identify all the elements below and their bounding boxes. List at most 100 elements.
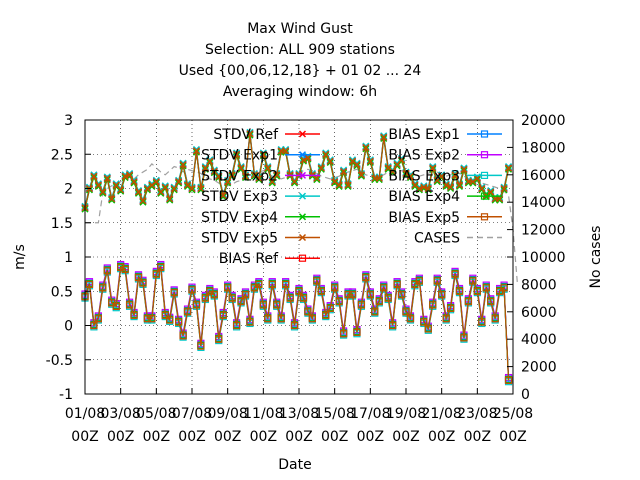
- data-point: [298, 213, 307, 221]
- data-point: [451, 270, 459, 278]
- data-point: [353, 160, 361, 169]
- data-point: [362, 143, 370, 151]
- data-point: [335, 181, 343, 189]
- legend-label: STDV Exp2: [201, 168, 278, 184]
- data-point: [455, 181, 464, 189]
- data-point: [201, 164, 209, 172]
- data-point: [170, 184, 178, 193]
- data-point: [192, 145, 200, 153]
- data-point: [371, 308, 379, 316]
- data-point: [317, 164, 325, 172]
- x-tick-hour: 00Z: [107, 429, 134, 445]
- y-tick-label: 3: [64, 113, 73, 129]
- data-point: [491, 315, 499, 323]
- data-point: [402, 169, 410, 177]
- data-point: [429, 301, 437, 309]
- data-point: [197, 342, 205, 350]
- x-tick-hour: 00Z: [499, 429, 526, 445]
- data-point: [480, 130, 489, 138]
- data-point: [460, 334, 468, 342]
- data-point: [322, 150, 330, 158]
- data-point: [282, 147, 290, 155]
- data-point: [406, 172, 414, 180]
- data-point: [94, 181, 102, 189]
- data-point: [398, 154, 406, 162]
- data-point: [438, 291, 446, 299]
- y-tick-label: -1: [59, 387, 73, 403]
- data-point: [94, 315, 102, 323]
- y-tick-label: 1: [64, 250, 73, 266]
- y2-tick-label: 20000: [521, 113, 566, 129]
- data-point: [308, 315, 316, 323]
- data-point: [317, 287, 325, 295]
- legend-label: STDV Ref: [213, 127, 279, 143]
- data-point: [157, 263, 165, 271]
- x-tick-hour: 00Z: [250, 429, 277, 445]
- data-point: [480, 171, 489, 179]
- data-point: [99, 284, 107, 292]
- data-point: [344, 291, 352, 299]
- data-point: [175, 178, 183, 186]
- data-point: [313, 174, 321, 182]
- data-point: [504, 376, 513, 384]
- data-point: [362, 273, 370, 282]
- data-point: [438, 172, 446, 180]
- data-point: [268, 280, 276, 288]
- y2-axis-label: No cases: [588, 226, 604, 289]
- y2-tick-label: 10000: [521, 250, 566, 266]
- data-point: [161, 183, 169, 191]
- legend-entry: BIAS Exp1: [388, 127, 502, 143]
- data-point: [117, 263, 125, 271]
- x-axis-label: Date: [278, 457, 311, 473]
- data-point: [255, 280, 263, 288]
- y-tick-label: 0: [64, 319, 73, 335]
- data-point: [424, 325, 432, 333]
- data-point: [348, 291, 357, 299]
- y2-tick-label: 2000: [521, 360, 557, 376]
- data-point: [291, 178, 299, 186]
- y2-tick-label: 18000: [521, 140, 566, 156]
- x-tick-date: 05/08: [136, 406, 176, 422]
- data-point: [460, 165, 468, 173]
- y-tick-label: 0.5: [51, 284, 73, 300]
- series-line: [84, 265, 510, 381]
- data-point: [219, 311, 227, 319]
- data-point: [298, 233, 307, 242]
- series-bias-exp5: [81, 263, 513, 384]
- x-tick-hour: 00Z: [143, 429, 170, 445]
- data-point: [478, 184, 486, 193]
- legend-entry: BIAS Ref: [219, 251, 320, 267]
- data-point: [429, 164, 437, 172]
- chart-subtitle-selection: Selection: ALL 909 stations: [205, 42, 395, 58]
- data-point: [255, 174, 263, 182]
- data-point: [246, 318, 254, 326]
- data-point: [313, 277, 321, 285]
- x-tick-hour: 00Z: [321, 429, 348, 445]
- data-point: [299, 294, 308, 302]
- data-point: [344, 181, 352, 189]
- data-point: [322, 149, 330, 157]
- data-point: [232, 321, 241, 330]
- x-tick-date: 19/08: [386, 406, 426, 422]
- data-point: [402, 308, 410, 316]
- y2-tick-label: 4000: [521, 332, 557, 348]
- data-point: [121, 265, 129, 273]
- x-tick-date: 23/08: [457, 406, 497, 422]
- axes: -1 -0.5 0 0.5 1 1.5 2 2.5 3 0 2000 4000 6000 8000 1000…: [46, 113, 566, 445]
- data-point: [298, 254, 307, 262]
- data-point: [277, 315, 285, 323]
- x-tick-hour: 00Z: [178, 429, 205, 445]
- data-point: [366, 157, 374, 165]
- data-point: [237, 297, 245, 306]
- data-point: [166, 316, 174, 324]
- x-tick-date: 07/08: [172, 406, 212, 422]
- data-point: [362, 142, 370, 150]
- data-point: [152, 270, 160, 278]
- data-point: [398, 156, 406, 164]
- chart-subtitle-used: Used {00,06,12,18} + 01 02 ... 24: [179, 63, 422, 79]
- data-point: [166, 195, 174, 203]
- x-tick-date: 03/08: [100, 406, 140, 422]
- data-point: [183, 308, 192, 316]
- y2-tick-label: 6000: [521, 305, 557, 321]
- data-point: [500, 284, 508, 292]
